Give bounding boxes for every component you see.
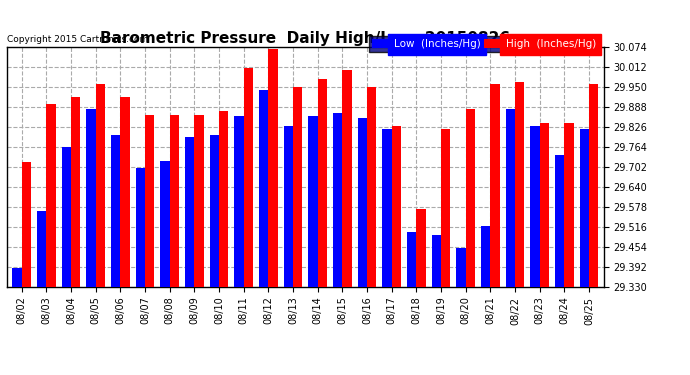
Bar: [342, 70, 352, 287]
Bar: [456, 248, 466, 287]
Text: Copyright 2015 Cartronics.com: Copyright 2015 Cartronics.com: [7, 36, 148, 45]
Bar: [111, 135, 120, 287]
Bar: [61, 147, 71, 287]
Bar: [580, 129, 589, 287]
Bar: [407, 232, 416, 287]
Bar: [259, 90, 268, 287]
Bar: [145, 115, 155, 287]
Bar: [481, 226, 491, 287]
Bar: [466, 110, 475, 287]
Bar: [244, 68, 253, 287]
Legend: Low  (Inches/Hg), High  (Inches/Hg): Low (Inches/Hg), High (Inches/Hg): [369, 36, 598, 52]
Bar: [506, 110, 515, 287]
Bar: [284, 126, 293, 287]
Bar: [416, 209, 426, 287]
Bar: [170, 115, 179, 287]
Bar: [589, 84, 598, 287]
Bar: [441, 129, 451, 287]
Bar: [46, 104, 56, 287]
Bar: [160, 161, 170, 287]
Bar: [195, 115, 204, 287]
Bar: [21, 162, 31, 287]
Bar: [120, 97, 130, 287]
Bar: [357, 117, 367, 287]
Bar: [555, 154, 564, 287]
Bar: [37, 211, 46, 287]
Bar: [268, 50, 277, 287]
Bar: [367, 87, 376, 287]
Bar: [136, 168, 145, 287]
Bar: [540, 123, 549, 287]
Bar: [317, 79, 327, 287]
Bar: [382, 129, 392, 287]
Title: Barometric Pressure  Daily High/Low  20150826: Barometric Pressure Daily High/Low 20150…: [100, 31, 511, 46]
Bar: [530, 126, 540, 287]
Bar: [235, 116, 244, 287]
Bar: [185, 137, 195, 287]
Bar: [210, 135, 219, 287]
Bar: [12, 267, 21, 287]
Bar: [308, 116, 317, 287]
Bar: [71, 97, 81, 287]
Bar: [392, 126, 401, 287]
Bar: [432, 235, 441, 287]
Bar: [219, 111, 228, 287]
Bar: [333, 112, 342, 287]
Bar: [96, 84, 105, 287]
Bar: [491, 84, 500, 287]
Bar: [293, 87, 302, 287]
Bar: [86, 109, 96, 287]
Bar: [564, 123, 573, 287]
Bar: [515, 82, 524, 287]
